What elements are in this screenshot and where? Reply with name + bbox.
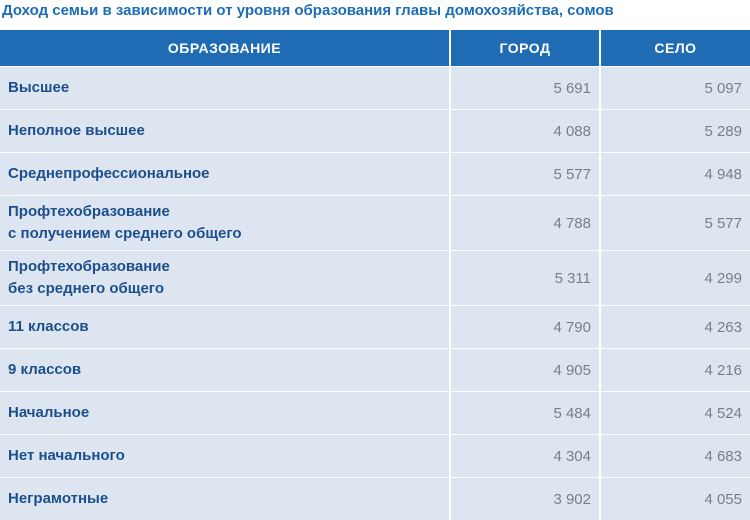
cell-value: 4 263 [600,306,750,349]
cell-value: 5 484 [450,392,600,435]
cell-value: 5 577 [450,153,600,196]
row-label: 9 классов [0,349,450,392]
table-row: Профтехобразование с получением среднего… [0,196,750,251]
row-label: Неполное высшее [0,110,450,153]
row-label: Нет начального [0,435,450,478]
cell-value: 3 902 [450,478,600,520]
cell-value: 4 088 [450,110,600,153]
row-label: Профтехобразование с получением среднего… [0,196,450,251]
row-label: Высшее [0,67,450,110]
cell-value: 4 683 [600,435,750,478]
cell-value: 5 691 [450,67,600,110]
cell-value: 4 905 [450,349,600,392]
cell-value: 4 055 [600,478,750,520]
row-label: Среднепрофессиональное [0,153,450,196]
cell-value: 4 524 [600,392,750,435]
cell-value: 5 577 [600,196,750,251]
cell-value: 4 790 [450,306,600,349]
row-label: 11 классов [0,306,450,349]
cell-value: 4 216 [600,349,750,392]
table-title: Доход семьи в зависимости от уровня обра… [0,0,750,30]
column-header: СЕЛО [600,30,750,67]
cell-value: 5 097 [600,67,750,110]
header-row: ОБРАЗОВАНИЕ ГОРОД СЕЛО [0,30,750,67]
column-header: ОБРАЗОВАНИЕ [0,30,450,67]
row-label: Начальное [0,392,450,435]
cell-value: 5 311 [450,251,600,306]
table-header: ОБРАЗОВАНИЕ ГОРОД СЕЛО [0,30,750,67]
cell-value: 4 304 [450,435,600,478]
cell-value: 4 788 [450,196,600,251]
cell-value: 4 299 [600,251,750,306]
cell-value: 4 948 [600,153,750,196]
row-label: Неграмотные [0,478,450,520]
column-header: ГОРОД [450,30,600,67]
page: Доход семьи в зависимости от уровня обра… [0,0,750,453]
row-label: Профтехобразование без среднего общего [0,251,450,306]
cell-value: 5 289 [600,110,750,153]
